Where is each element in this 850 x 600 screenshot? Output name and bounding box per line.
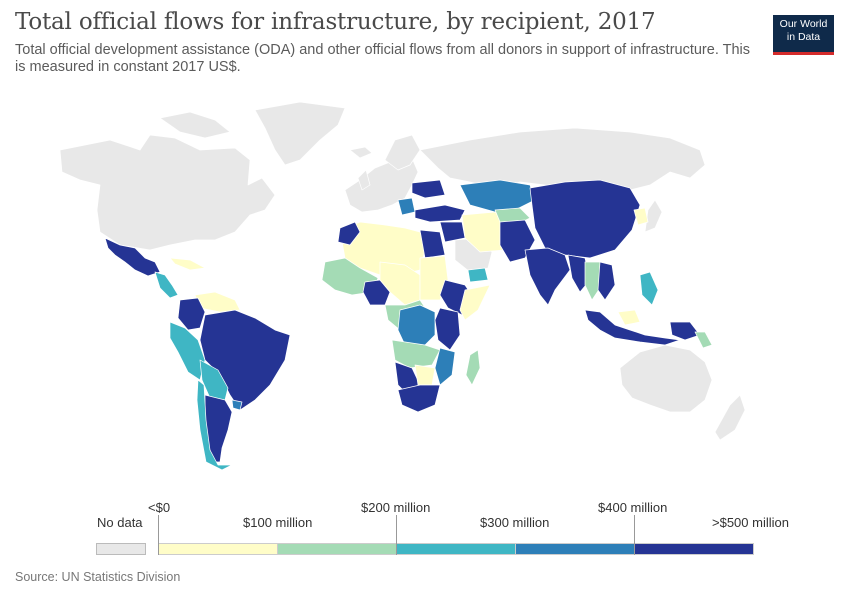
logo-line-1: Our World <box>779 18 828 30</box>
region-kazakhstan[interactable] <box>459 179 536 213</box>
region-central-america[interactable] <box>154 271 179 299</box>
region-levant[interactable] <box>439 221 466 243</box>
legend-bin-1[interactable] <box>158 543 279 555</box>
region-south-africa[interactable] <box>397 384 441 413</box>
region-nordic[interactable] <box>384 134 421 171</box>
region-morocco[interactable] <box>337 221 361 246</box>
region-colombia[interactable] <box>177 297 206 331</box>
region-india[interactable] <box>524 247 571 306</box>
region-turkey[interactable] <box>414 204 466 223</box>
region-japan[interactable] <box>644 199 663 233</box>
legend-label-5: >$500 million <box>712 515 789 530</box>
legend-no-data-label: No data <box>97 515 143 530</box>
region-dr-congo[interactable] <box>397 304 436 346</box>
region-australia[interactable] <box>619 344 713 413</box>
legend-no-data-swatch[interactable] <box>96 543 146 555</box>
region-uruguay[interactable] <box>231 399 243 411</box>
region-peru-ecuador[interactable] <box>169 321 206 381</box>
source-note: Source: UN Statistics Division <box>15 570 181 584</box>
region-iceland[interactable] <box>349 146 373 159</box>
legend-label-3: $300 million <box>480 515 550 530</box>
region-solomon-islands[interactable] <box>694 331 713 349</box>
region-somalia[interactable] <box>459 284 491 321</box>
region-vietnam[interactable] <box>597 261 616 301</box>
legend-tick-0 <box>158 515 159 555</box>
region-north-korea[interactable] <box>633 207 649 226</box>
region-canada-islands[interactable] <box>159 111 231 139</box>
region-myanmar[interactable] <box>567 254 591 293</box>
region-greenland[interactable] <box>254 101 346 166</box>
region-madagascar[interactable] <box>465 349 481 386</box>
region-east-africa[interactable] <box>434 307 461 351</box>
legend-bin-5[interactable] <box>634 543 754 555</box>
world-map[interactable] <box>0 95 850 495</box>
region-angola-zambia[interactable] <box>391 339 441 369</box>
region-brazil[interactable] <box>199 309 291 411</box>
region-thailand[interactable] <box>584 261 603 301</box>
region-north-america[interactable] <box>59 134 276 251</box>
region-zimbabwe[interactable] <box>414 364 436 386</box>
legend-label-4: $400 million <box>598 500 668 515</box>
region-mozambique[interactable] <box>434 347 456 386</box>
region-malaysia[interactable] <box>617 309 641 326</box>
legend-tick-2 <box>396 515 397 555</box>
region-egypt[interactable] <box>419 229 446 259</box>
region-mexico[interactable] <box>104 237 161 277</box>
region-yemen[interactable] <box>467 267 489 283</box>
legend-bin-3[interactable] <box>396 543 517 555</box>
region-philippines[interactable] <box>639 271 659 306</box>
legend-tick-4 <box>634 515 635 555</box>
region-papua-new-guinea[interactable] <box>669 321 701 341</box>
color-legend: No data <$0 $100 million $200 million $3… <box>0 495 850 565</box>
chart-subtitle: Total official development assistance (O… <box>15 42 751 75</box>
region-ukraine[interactable] <box>411 179 446 199</box>
region-russia[interactable] <box>419 127 706 191</box>
region-balkans[interactable] <box>397 197 416 216</box>
region-chile[interactable] <box>196 379 233 471</box>
legend-label-1: $100 million <box>243 515 313 530</box>
legend-label-0: <$0 <box>148 500 171 515</box>
owid-logo[interactable]: Our World in Data <box>773 15 834 55</box>
region-new-zealand[interactable] <box>714 394 746 441</box>
region-china-mongolia[interactable] <box>529 179 641 259</box>
legend-bin-4[interactable] <box>515 543 636 555</box>
region-caribbean[interactable] <box>169 257 206 271</box>
legend-label-2: $200 million <box>361 500 431 515</box>
region-uk[interactable] <box>357 169 371 191</box>
region-indonesia[interactable] <box>584 309 681 346</box>
chart-title: Total official flows for infrastructure,… <box>15 9 656 35</box>
legend-bin-2[interactable] <box>277 543 398 555</box>
logo-line-2: in Data <box>786 31 821 43</box>
